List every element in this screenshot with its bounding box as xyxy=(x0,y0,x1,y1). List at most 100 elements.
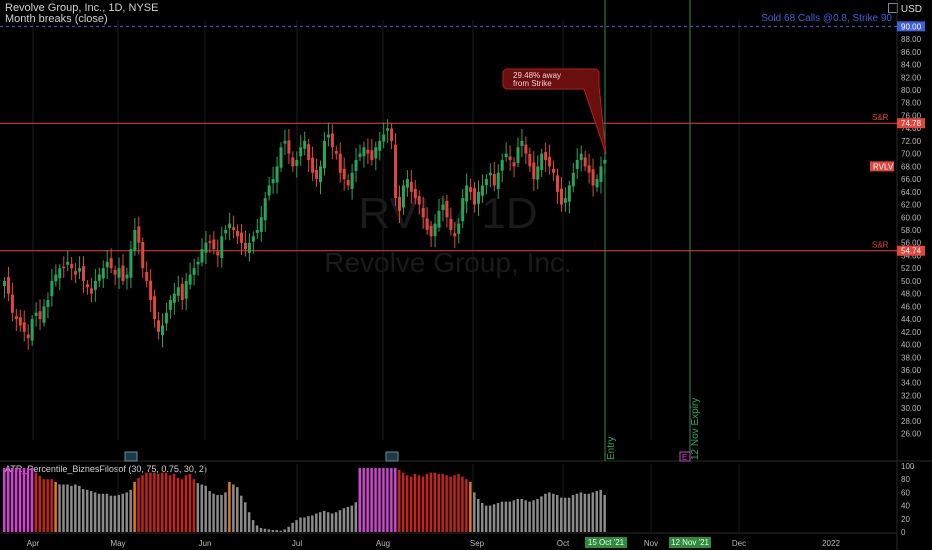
atr-bar xyxy=(457,473,460,532)
atr-bar xyxy=(271,530,275,532)
atr-bar xyxy=(354,502,358,532)
y-tick-label: 48.00 xyxy=(901,290,922,299)
candle-body xyxy=(469,187,473,192)
candle-body xyxy=(374,147,378,159)
candle-body xyxy=(504,153,508,158)
candle-body xyxy=(500,160,504,171)
candle-body xyxy=(121,265,125,281)
candle-body xyxy=(176,287,180,296)
candle-body xyxy=(484,179,488,186)
atr-bar xyxy=(22,467,26,532)
atr-bar xyxy=(532,500,535,532)
atr-bar xyxy=(168,475,172,532)
candle-body xyxy=(567,185,571,202)
candle-body xyxy=(425,218,429,230)
atr-bar xyxy=(275,530,279,532)
candle-body xyxy=(433,223,437,237)
y-tick-label: 38.00 xyxy=(901,353,922,362)
candle-body xyxy=(579,153,583,161)
atr-bar xyxy=(322,510,326,532)
strike-price-label: 90.00 xyxy=(901,22,922,31)
x-highlight-tag xyxy=(585,537,627,548)
atr-bar xyxy=(243,502,247,532)
strike-note: Sold 68 Calls @0.8, Strike 90 xyxy=(761,13,892,24)
y-tick-label: 86.00 xyxy=(901,48,922,57)
candle-body xyxy=(358,153,362,157)
candle-body xyxy=(559,188,563,205)
candle-body xyxy=(74,270,78,275)
atr-bar xyxy=(587,493,591,532)
candle-body xyxy=(334,151,338,154)
candle-body xyxy=(271,179,275,184)
y-tick-label: 36.00 xyxy=(901,366,922,375)
candle-body xyxy=(133,230,137,251)
x-tick-label: 12 Nov '21 xyxy=(671,538,710,547)
candle-body xyxy=(255,230,259,233)
atr-bar xyxy=(603,495,606,532)
candle-body xyxy=(50,280,54,297)
candle-body xyxy=(319,166,322,183)
candle-body xyxy=(382,134,386,142)
candle-body xyxy=(216,251,220,256)
candle-body xyxy=(571,172,575,187)
x-tick-label: 2022 xyxy=(822,539,840,548)
atr-bar xyxy=(338,510,342,532)
atr-bar xyxy=(236,487,239,532)
candle-body xyxy=(180,283,184,300)
atr-bar xyxy=(192,479,196,532)
candle-body xyxy=(315,170,319,180)
atr-bar xyxy=(255,525,259,532)
entry-label: Entry xyxy=(606,437,617,460)
x-tick-label: Dec xyxy=(732,539,746,548)
candle-body xyxy=(89,288,93,294)
atr-bar xyxy=(42,479,45,532)
atr-bar xyxy=(291,522,294,532)
candle-body xyxy=(14,316,18,320)
atr-bar xyxy=(38,475,42,532)
atr-bar xyxy=(161,472,164,532)
indicator-month-breaks: Month breaks (close) xyxy=(5,13,108,25)
y-tick-label: 78.00 xyxy=(901,99,922,108)
atr-bar xyxy=(117,495,121,532)
atr-bar xyxy=(216,495,219,532)
candle-body xyxy=(26,334,30,339)
candle-body xyxy=(149,280,153,300)
candle-body xyxy=(240,232,243,243)
candle-body xyxy=(362,147,366,157)
candle-body xyxy=(350,172,354,190)
atr-bar xyxy=(153,472,156,532)
candle-body xyxy=(42,306,46,323)
y-tick-label: 52.00 xyxy=(901,264,922,273)
candle-body xyxy=(263,198,267,221)
atr-bar xyxy=(204,485,207,532)
x-tick-label: Apr xyxy=(27,539,40,548)
annotation-line2: from Strike xyxy=(513,79,552,88)
atr-bar xyxy=(101,493,105,532)
atr-bar xyxy=(575,493,579,532)
atr-bar xyxy=(295,520,298,532)
atr-bar xyxy=(251,520,255,532)
candle-body xyxy=(196,261,200,265)
atr-bar xyxy=(469,481,472,532)
y-tick-label: 58.00 xyxy=(901,226,922,235)
atr-bar xyxy=(212,493,215,532)
atr-bar xyxy=(579,492,583,532)
candle-body xyxy=(161,325,164,336)
atr-bar xyxy=(176,477,180,532)
candle-body xyxy=(575,160,579,169)
atr-bar xyxy=(30,467,34,532)
x-tick-label: Aug xyxy=(376,539,390,548)
atr-bar xyxy=(433,472,437,532)
candle-body xyxy=(117,268,121,278)
y-tick-label: 30.00 xyxy=(901,404,922,413)
candle-body xyxy=(465,185,469,202)
atr-bar xyxy=(374,467,377,532)
candle-body xyxy=(78,268,82,272)
candle-body xyxy=(441,204,445,211)
atr-bar xyxy=(477,499,480,532)
atr-bar xyxy=(524,500,527,532)
atr-bar xyxy=(334,512,338,532)
ind-y-tick-label: 100 xyxy=(901,462,915,471)
chart-title: Revolve Group, Inc., 1D, NYSE xyxy=(5,2,159,14)
